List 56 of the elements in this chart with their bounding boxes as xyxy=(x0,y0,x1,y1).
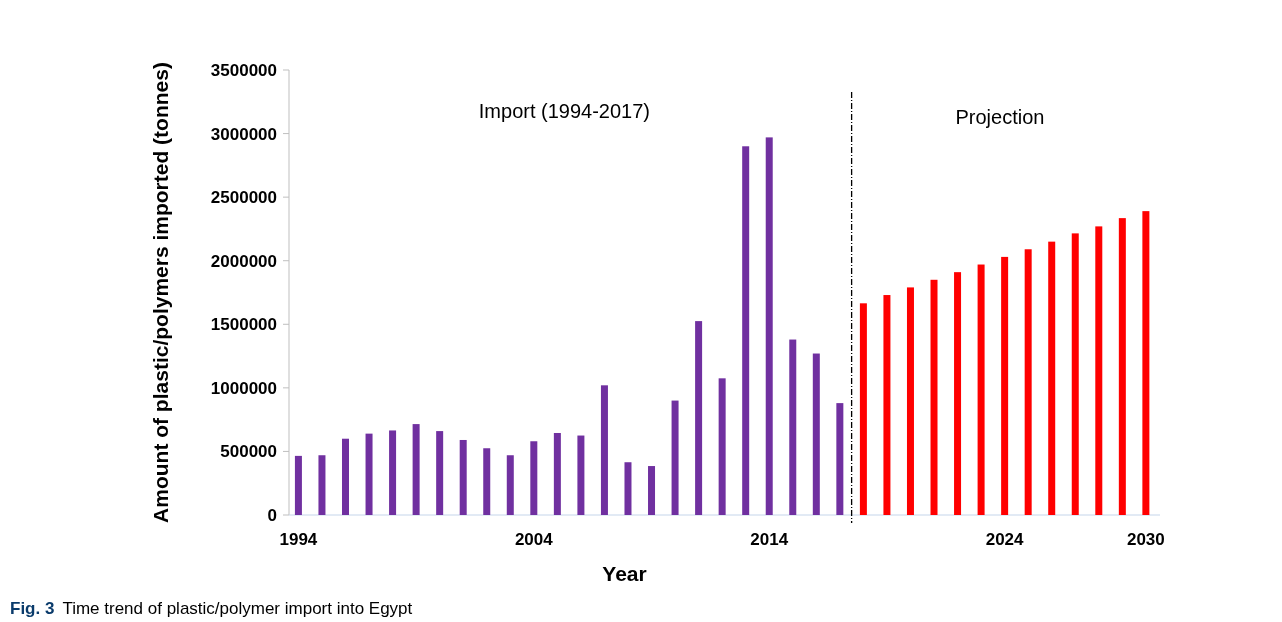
bar xyxy=(1118,218,1126,515)
bar xyxy=(530,441,538,515)
y-tick-label: 500000 xyxy=(220,442,277,462)
bar xyxy=(1001,256,1009,515)
bar xyxy=(553,432,561,515)
bar xyxy=(648,466,656,515)
bar xyxy=(930,279,938,515)
bar xyxy=(977,264,985,515)
bar xyxy=(671,400,679,515)
bar xyxy=(365,433,373,515)
text: Time trend of plastic/polymer import into Egypt xyxy=(62,599,413,618)
bar xyxy=(294,455,302,515)
bar xyxy=(600,385,608,515)
x-tick-label: 2030 xyxy=(1126,530,1165,549)
bar xyxy=(1024,249,1032,515)
bar xyxy=(342,438,349,515)
bar xyxy=(859,303,867,515)
bar xyxy=(695,321,703,515)
bar xyxy=(1071,233,1079,515)
bar xyxy=(765,137,773,515)
x-tick-label: 2014 xyxy=(750,530,789,549)
bar xyxy=(883,295,891,515)
bar xyxy=(412,424,420,515)
y-tick-label: 0 xyxy=(267,505,277,525)
bar xyxy=(436,431,444,515)
caption: Fig. 3 xyxy=(10,599,55,618)
y-axis-title: Amount of plastic/polymers imported (tonnes) xyxy=(149,62,172,523)
bar xyxy=(836,403,844,515)
bar xyxy=(742,146,750,515)
y-tick-label: 3000000 xyxy=(210,124,277,144)
bar xyxy=(954,272,962,515)
y-tick-label: 1000000 xyxy=(210,378,277,398)
bar xyxy=(812,353,820,515)
annotation: Import (1994-2017) xyxy=(478,100,651,122)
x-tick-label: 2024 xyxy=(985,530,1025,549)
bar xyxy=(1095,226,1103,515)
bar xyxy=(389,430,397,515)
x-tick-label: 2004 xyxy=(514,530,554,549)
bar xyxy=(789,339,797,515)
y-tick-label: 3500000 xyxy=(210,60,277,80)
y-tick-label: 2500000 xyxy=(210,188,277,208)
y-tick-label: 2000000 xyxy=(210,251,277,271)
x-tick-label: 1994 xyxy=(279,530,318,549)
bar xyxy=(577,435,585,515)
bar xyxy=(1142,211,1150,515)
bar xyxy=(483,448,491,515)
bar xyxy=(459,439,467,515)
bar xyxy=(906,287,914,515)
annotation: Projection xyxy=(955,106,1045,128)
bar xyxy=(506,455,514,515)
bar xyxy=(318,455,326,515)
bar xyxy=(1048,241,1056,515)
y-tick-label: 1500000 xyxy=(210,315,277,335)
bar xyxy=(624,462,632,515)
x-axis-title: Year xyxy=(602,562,647,585)
bar xyxy=(718,378,726,515)
